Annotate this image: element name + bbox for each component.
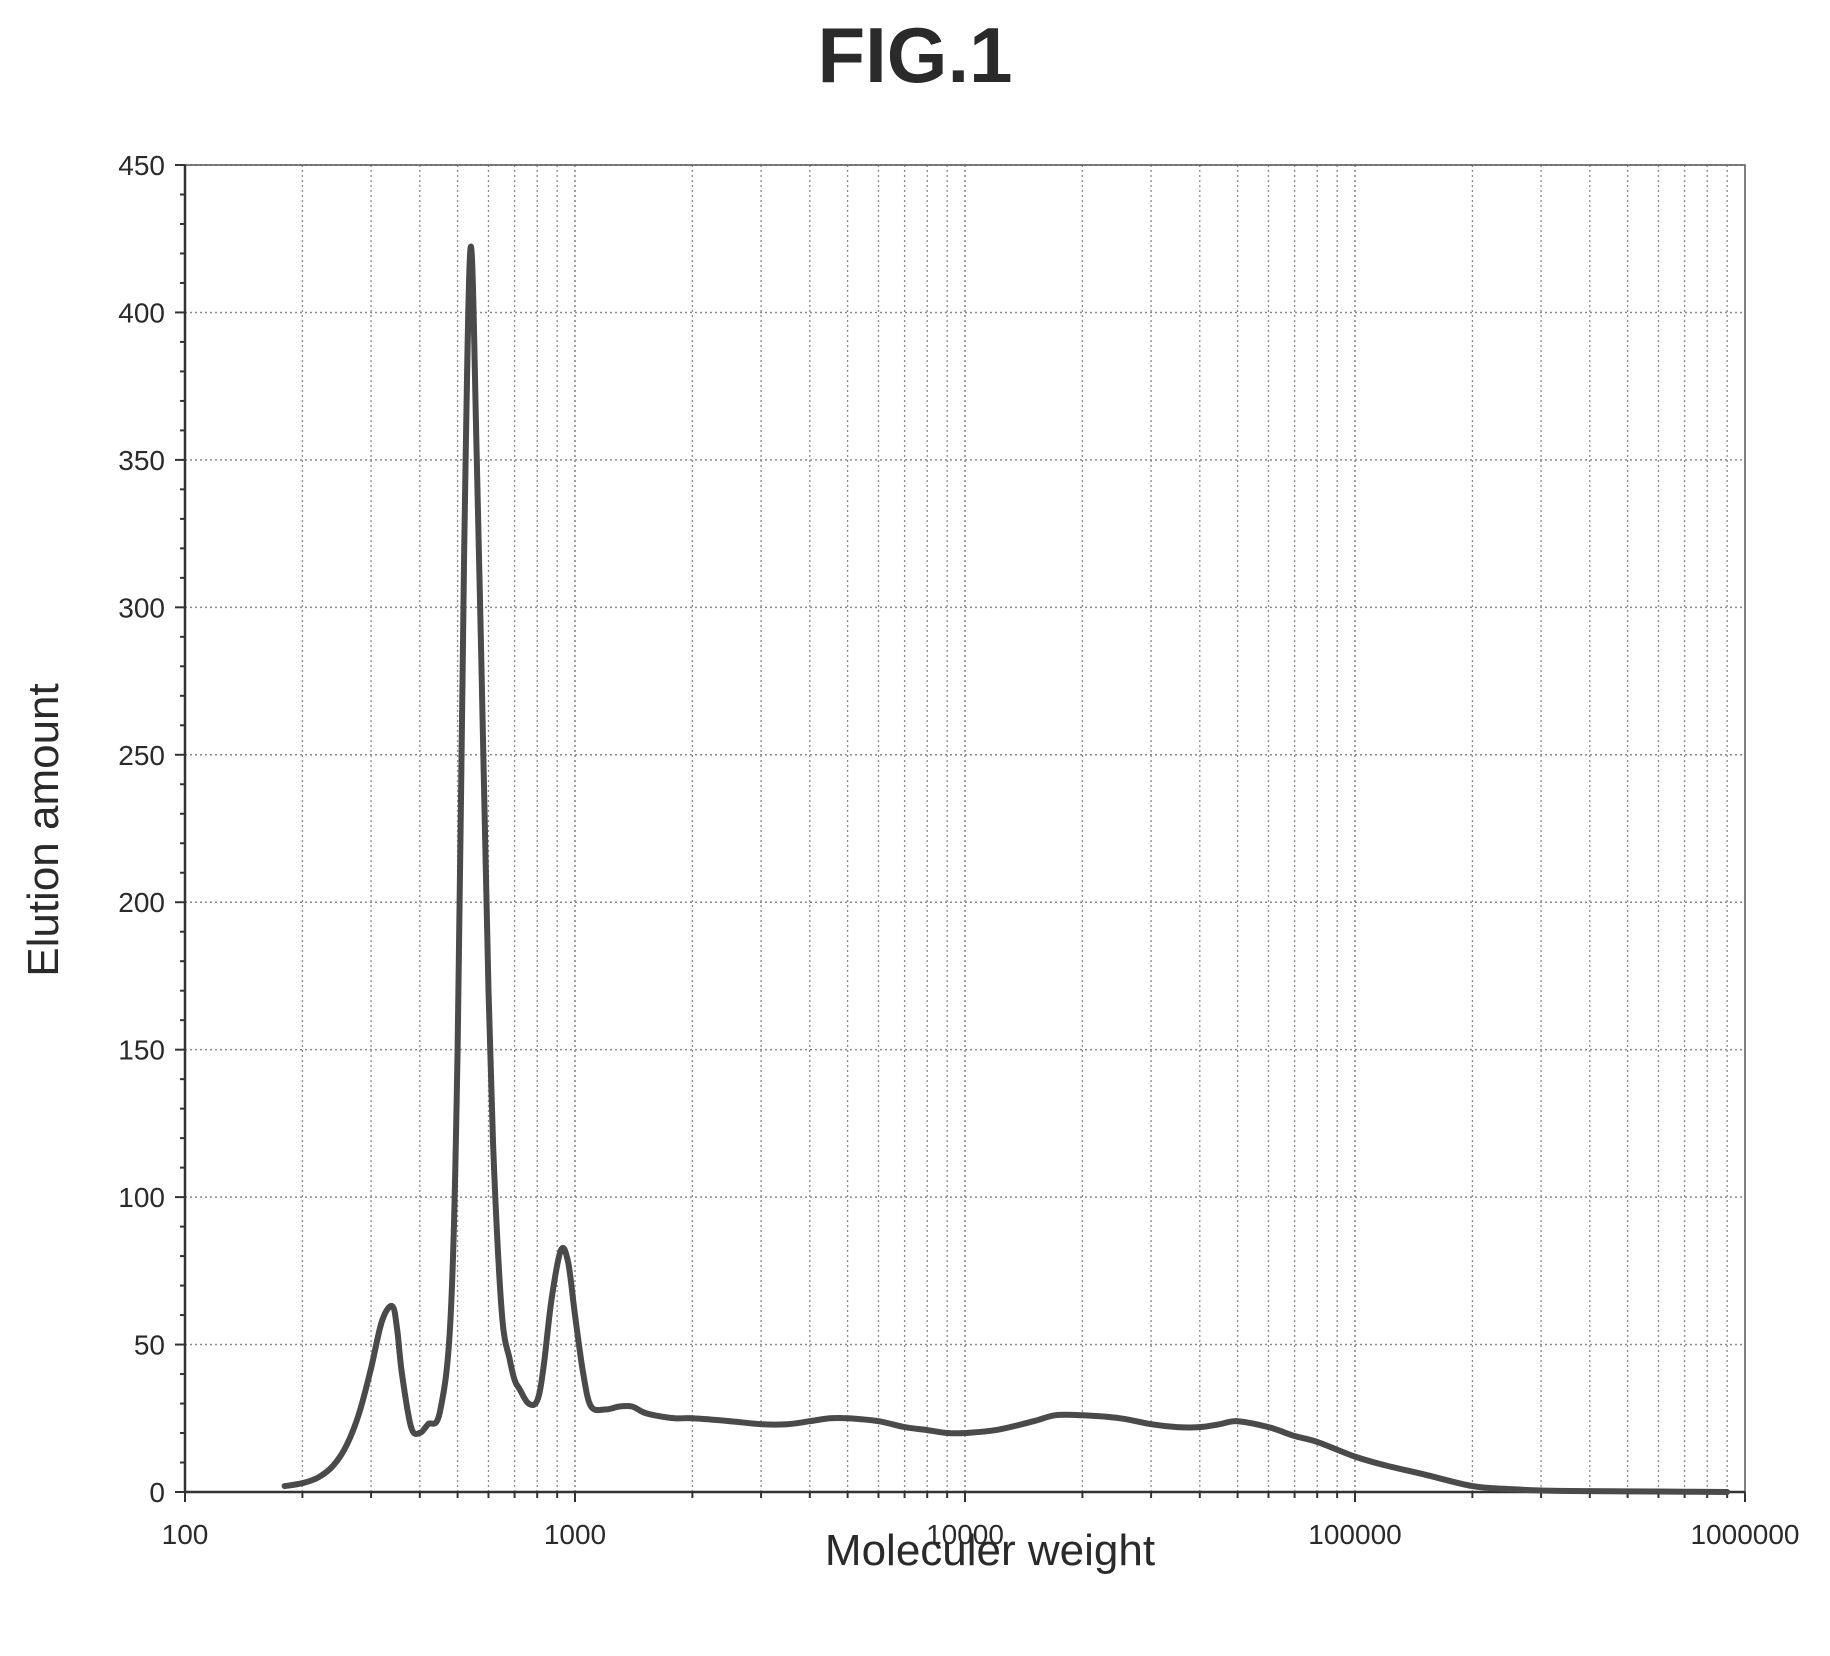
grid-layer: [184, 164, 1745, 1493]
y-tick-label: 250: [118, 740, 165, 771]
y-tick-label: 200: [118, 887, 165, 918]
series-line: [281, 243, 1731, 1495]
x-tick-label: 100: [162, 1519, 209, 1550]
x-tick-label: 100000: [1308, 1519, 1401, 1550]
y-tick-label: 450: [118, 150, 165, 181]
y-tick-label: 50: [134, 1330, 165, 1361]
y-tick-label: 400: [118, 297, 165, 328]
y-tick-label: 300: [118, 592, 165, 623]
y-tick-label: 100: [118, 1182, 165, 1213]
y-axis-label: Elution amount: [19, 683, 68, 977]
y-tick-label: 0: [149, 1477, 165, 1508]
tick-labels-layer: 0 50 100 150 200 250 300 350 400 450 100 1000 10000 1…: [118, 150, 1799, 1550]
x-tick-label: 1000000: [1690, 1519, 1799, 1550]
axes-layer: [175, 164, 1746, 1502]
y-tick-label: 150: [118, 1035, 165, 1066]
series-layer: [281, 243, 1731, 1495]
x-axis-label: Moleculer weight: [825, 1526, 1155, 1575]
x-tick-label: 10000: [926, 1519, 1004, 1550]
plot-frame: [184, 164, 1746, 1493]
figure-title: FIG.1: [817, 11, 1012, 99]
y-tick-label: 350: [118, 445, 165, 476]
x-tick-label: 1000: [544, 1519, 606, 1550]
